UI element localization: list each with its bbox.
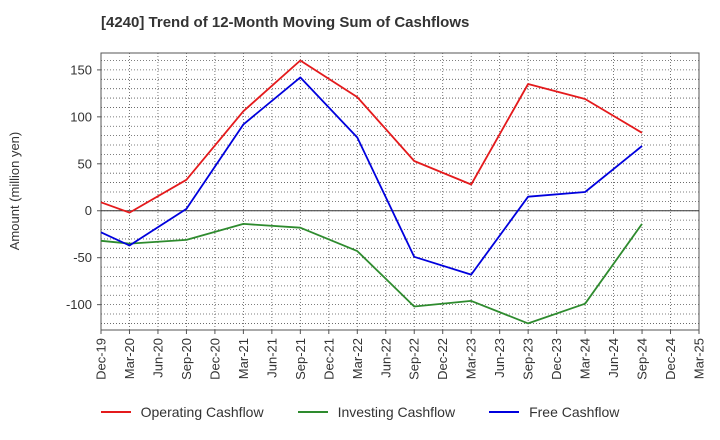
y-tick-label: -100 (66, 297, 92, 312)
x-tick-label: Mar-21 (236, 338, 251, 379)
x-tick-label: Dec-22 (435, 338, 450, 380)
plot-area (100, 52, 700, 331)
y-tick-label: 100 (70, 109, 92, 124)
legend-swatch (100, 411, 131, 413)
y-tick-label: 0 (85, 203, 92, 218)
x-tick-label: Sep-21 (293, 338, 308, 380)
legend-swatch (297, 411, 328, 413)
operating-cashflow-line (100, 59, 643, 214)
x-tick-label: Jun-21 (264, 338, 279, 378)
legend-label: Investing Cashflow (337, 404, 456, 420)
chart-title: [4240] Trend of 12-Month Moving Sum of C… (101, 14, 470, 31)
x-tick-label: Mar-25 (692, 338, 707, 379)
x-tick-label: Dec-20 (207, 338, 222, 380)
legend-label: Free Cashflow (529, 404, 620, 420)
x-tick-label: Sep-23 (521, 338, 536, 380)
free-cashflow-line (100, 76, 643, 276)
y-axis-label: Amount (million yen) (7, 132, 22, 251)
investing-cashflow-line (100, 222, 643, 325)
x-tick-label: Dec-21 (321, 338, 336, 380)
legend-item-investing-cashflow: Investing Cashflow (297, 404, 456, 420)
x-tick-label: Sep-20 (179, 338, 194, 380)
x-tick-label: Dec-19 (94, 338, 109, 380)
x-tick-label: Sep-24 (635, 338, 650, 380)
x-tick-label: Mar-23 (464, 338, 479, 379)
y-tick-label: -50 (73, 250, 92, 265)
legend: Operating Cashflow Investing Cashflow Free… (0, 404, 720, 420)
x-tick-label: Mar-24 (578, 338, 593, 379)
y-tick-label: 150 (70, 62, 92, 77)
x-tick-label: Jun-24 (606, 338, 621, 378)
legend-label: Operating Cashflow (140, 404, 264, 420)
x-tick-label: Dec-24 (663, 338, 678, 380)
legend-item-operating-cashflow: Operating Cashflow (100, 404, 264, 420)
x-tick-label: Jun-22 (378, 338, 393, 378)
x-tick-label: Sep-22 (407, 338, 422, 380)
x-tick-label: Mar-22 (350, 338, 365, 379)
y-tick-label: 50 (78, 156, 92, 171)
x-tick-label: Dec-23 (549, 338, 564, 380)
x-tick-label: Jun-23 (492, 338, 507, 378)
legend-item-free-cashflow: Free Cashflow (489, 404, 619, 420)
x-tick-label: Jun-20 (150, 338, 165, 378)
legend-swatch (489, 411, 520, 413)
x-tick-label: Mar-20 (122, 338, 137, 379)
